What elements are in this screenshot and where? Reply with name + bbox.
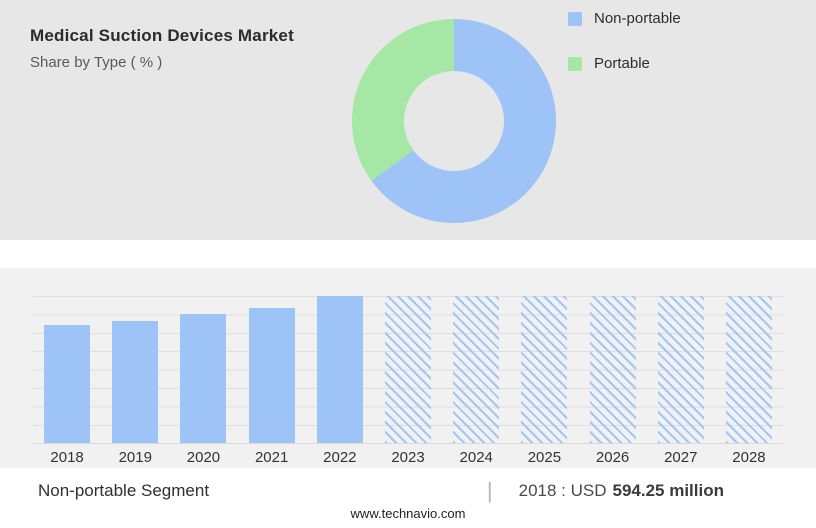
bar-2018 xyxy=(44,325,91,443)
bar-chart-panel: 2018 2019 2020 2021 2022 2023 2024 2025 2026 2027… xyxy=(0,268,816,468)
bar-slot xyxy=(579,296,647,443)
bar-chart-plot xyxy=(33,296,783,444)
stat-prefix: 2018 : USD xyxy=(518,481,607,500)
bar-2021 xyxy=(248,307,295,443)
page-subtitle: Share by Type ( % ) xyxy=(30,54,163,71)
bar-2020 xyxy=(180,313,227,443)
legend-label: Non-portable xyxy=(594,10,681,27)
legend-swatch-non-portable xyxy=(568,11,582,26)
chart-legend: Non-portable Portable xyxy=(568,10,681,100)
legend-label: Portable xyxy=(594,55,650,72)
bar-2028 xyxy=(725,296,772,443)
bar-2023 xyxy=(385,296,432,443)
bar-2026 xyxy=(589,296,636,443)
bar-chart-xlabels: 2018 2019 2020 2021 2022 2023 2024 2025 2026 2027… xyxy=(33,449,783,466)
bar-slot xyxy=(169,296,237,443)
bar-slot xyxy=(374,296,442,443)
title-block: Medical Suction Devices Market Share by … xyxy=(30,26,294,71)
bar-2022 xyxy=(316,296,363,443)
bar-label-2020: 2020 xyxy=(186,449,221,466)
bar-label-2028: 2028 xyxy=(732,449,766,466)
bar-slot xyxy=(647,296,715,443)
segment-label: Non-portable Segment xyxy=(38,481,210,500)
bar-slot xyxy=(238,296,306,443)
bar-label-2021: 2021 xyxy=(254,449,289,466)
bar-label-2024: 2024 xyxy=(459,449,493,466)
page-title: Medical Suction Devices Market xyxy=(30,26,294,45)
legend-swatch-portable xyxy=(568,56,582,71)
legend-item-non-portable: Non-portable xyxy=(568,10,681,27)
section-divider xyxy=(0,240,816,268)
bar-label-2025: 2025 xyxy=(527,449,562,466)
legend-item-portable: Portable xyxy=(568,55,681,72)
donut-chart xyxy=(352,19,556,223)
share-by-type-panel: Medical Suction Devices Market Share by … xyxy=(0,0,816,240)
bar-2025 xyxy=(521,296,568,443)
stat-value: 594.25 million xyxy=(612,481,725,500)
bar-2027 xyxy=(657,296,704,443)
bar-slot xyxy=(442,296,510,443)
bar-label-2026: 2026 xyxy=(595,449,630,466)
bar-slot xyxy=(33,296,101,443)
bar-label-2022: 2022 xyxy=(323,449,357,466)
bar-2019 xyxy=(112,321,159,443)
bar-label-2018: 2018 xyxy=(50,449,84,466)
bar-label-2023: 2023 xyxy=(391,449,425,466)
website-text: www.technavio.com xyxy=(350,506,466,521)
bar-2024 xyxy=(453,296,500,443)
stat-group: | 2018 : USD 594.25 million xyxy=(487,478,724,504)
bar-label-2027: 2027 xyxy=(664,449,698,466)
bar-label-2019: 2019 xyxy=(118,449,152,466)
bar-slot xyxy=(101,296,169,443)
separator: | xyxy=(486,478,493,503)
bar-slot xyxy=(306,296,374,443)
bar-slot xyxy=(715,296,783,443)
bar-slot xyxy=(510,296,578,443)
footer-row: Non-portable Segment | 2018 : USD 594.25… xyxy=(38,478,724,504)
footer: Non-portable Segment | 2018 : USD 594.25… xyxy=(0,468,816,528)
